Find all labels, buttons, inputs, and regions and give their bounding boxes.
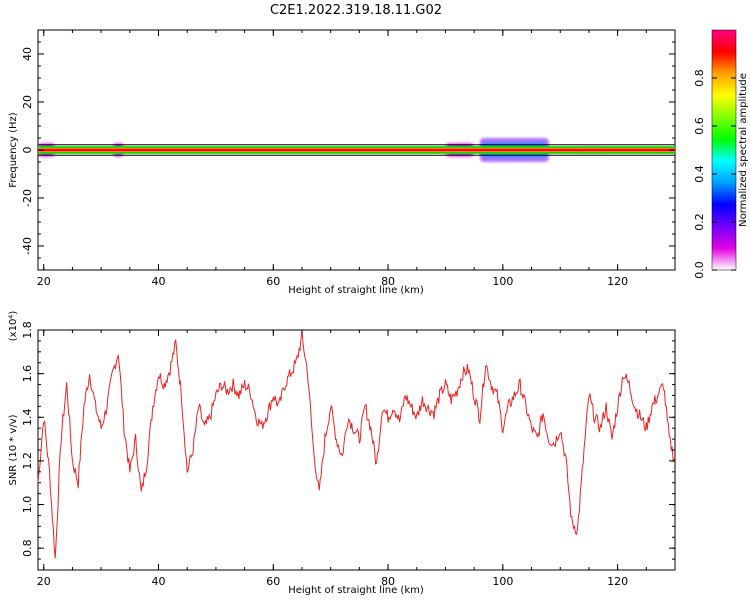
colorbar-ticks: 0.0 0.2 0.4 0.6 0.8 — [693, 69, 736, 279]
spectrogram-x-tick-label: 20 — [37, 275, 51, 288]
snr-y-tick-label: 1.0 — [21, 496, 34, 513]
snr-y-tick-label: 1.2 — [21, 452, 34, 470]
colorbar-tick-label: 0.8 — [693, 69, 706, 87]
spectrogram-x-axis-label: Height of straight line (km) — [288, 285, 424, 296]
snr-x-tick-label: 40 — [152, 575, 166, 588]
snr-panel: 20 40 60 80 100 120 0.8 1.0 1.2 1.4 1.6 1.8 Height … — [8, 311, 676, 596]
spectrogram-y-tick-label: 0 — [21, 147, 34, 154]
snr-y-axis-label: SNR (10 * v/v) — [8, 414, 19, 485]
colorbar-tick-label: 0.4 — [693, 165, 706, 183]
snr-x-tick-label: 100 — [492, 575, 513, 588]
spectrogram-band-core — [38, 148, 675, 152]
snr-x-tick-label: 120 — [607, 575, 628, 588]
snr-x-axis-label: Height of straight line (km) — [288, 585, 424, 596]
spectrogram-x-tick-label: 120 — [607, 275, 628, 288]
spectrogram-panel: 20 40 60 80 100 120 -40 -20 0 20 40 Height of stra… — [8, 29, 676, 296]
snr-y-tick-label: 1.6 — [21, 365, 34, 383]
colorbar-tick-label: 0.0 — [693, 261, 706, 279]
snr-y-tick-label: 1.8 — [21, 321, 34, 339]
spectrogram-x-tick-label: 40 — [152, 275, 166, 288]
spectrogram-y-tick-label: -20 — [21, 189, 34, 207]
snr-y-multiplier: (x10⁴) — [8, 311, 19, 342]
snr-x-tick-label: 20 — [37, 575, 51, 588]
spectrogram-y-tick-label: -40 — [21, 237, 34, 255]
figure-title: C2E1.2022.319.18.11.G02 — [270, 3, 442, 18]
colorbar-tick-label: 0.6 — [693, 117, 706, 135]
snr-plot-area — [37, 329, 676, 571]
snr-x-tick-label: 60 — [266, 575, 280, 588]
snr-y-tick-label: 1.4 — [21, 409, 34, 427]
colorbar-tick-label: 0.2 — [693, 213, 706, 231]
spectrogram-y-tick-label: 20 — [21, 95, 34, 109]
spectrogram-x-tick-label: 80 — [381, 275, 395, 288]
snr-y-tick-label: 0.8 — [21, 539, 34, 557]
spectrogram-y-axis-label: Frequency (Hz) — [8, 112, 19, 188]
spectrogram-x-tick-label: 100 — [492, 275, 513, 288]
colorbar: 0.0 0.2 0.4 0.6 0.8 Normalized spectral ampl… — [693, 29, 749, 279]
spectrogram-y-tick-label: 40 — [21, 47, 34, 61]
spectrogram-x-tick-label: 60 — [266, 275, 280, 288]
spectrogram-axis-ticks: 20 40 60 80 100 120 -40 -20 0 20 40 — [21, 29, 676, 288]
snr-axis-ticks: 20 40 60 80 100 120 0.8 1.0 1.2 1.4 1.6 1.8 — [21, 321, 676, 588]
snr-series-line — [37, 330, 676, 559]
colorbar-label: Normalized spectral amplitude — [738, 73, 749, 227]
snr-x-tick-label: 80 — [381, 575, 395, 588]
spectrogram-features — [38, 138, 675, 162]
colorbar-gradient — [711, 29, 737, 271]
